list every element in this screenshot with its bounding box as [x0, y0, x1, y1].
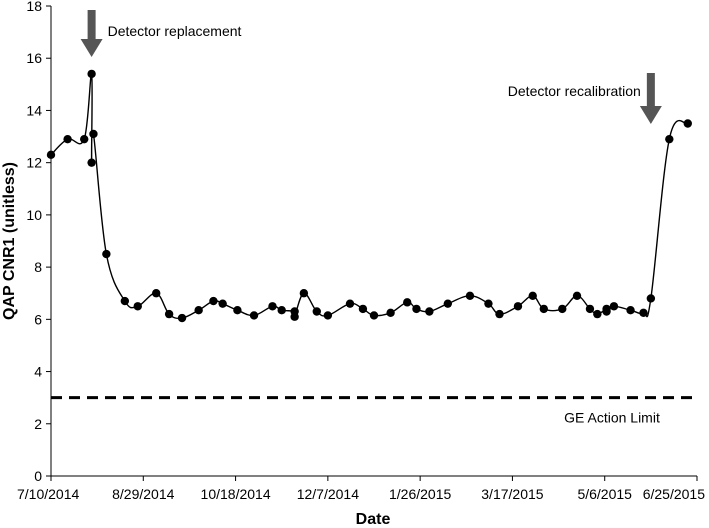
x-tick-label: 5/6/2015 [577, 486, 632, 502]
data-point [102, 249, 111, 259]
data-point [218, 299, 227, 308]
y-tick-label: 2 [34, 416, 42, 432]
reference-lines: GE Action Limit [51, 396, 697, 426]
data-point [425, 307, 434, 316]
x-tick-label: 6/25/2015 [643, 486, 705, 502]
data-point [177, 313, 187, 323]
data-point [194, 305, 203, 315]
data-point [80, 134, 89, 144]
reference-line-label: GE Action Limit [564, 410, 660, 426]
data-point [87, 69, 96, 79]
data-point [312, 307, 321, 316]
data-point [609, 302, 619, 311]
data-point [358, 304, 368, 314]
x-ticks: 7/10/2014 8/29/2014 10/18/2014 12/7/2014 1/2… [17, 476, 705, 502]
x-tick-label: 8/29/2014 [112, 486, 174, 502]
data-point [585, 304, 595, 314]
data-point [299, 289, 309, 298]
y-tick-label: 16 [26, 50, 42, 66]
x-axis-title: Date [356, 511, 391, 528]
data-point [152, 289, 161, 298]
data-point [495, 309, 504, 319]
data-point [323, 311, 333, 320]
y-tick-label: 10 [26, 207, 42, 223]
y-tick-label: 18 [26, 0, 42, 14]
data-point [639, 308, 648, 318]
data-point [87, 158, 96, 167]
data-point [572, 291, 582, 301]
y-tick-label: 4 [34, 364, 42, 380]
y-tick-label: 14 [26, 102, 42, 118]
series-points [46, 69, 692, 323]
data-point [626, 305, 635, 315]
x-tick-label: 3/17/2015 [481, 486, 543, 502]
data-point [646, 294, 656, 303]
x-tick-label: 12/7/2014 [297, 486, 359, 502]
y-tick-label: 0 [34, 468, 42, 484]
data-point [249, 311, 259, 320]
data-point [528, 291, 537, 301]
data-point [345, 299, 355, 308]
data-point [46, 150, 56, 160]
y-tick-label: 12 [26, 155, 42, 171]
series-line [50, 73, 689, 320]
data-point [513, 302, 523, 311]
data-point [558, 304, 567, 314]
data-point [209, 296, 218, 306]
data-point [465, 291, 475, 301]
y-axis-title: QAP CNR1 (unitless) [1, 162, 18, 320]
x-tick-label: 1/26/2015 [389, 486, 451, 502]
data-point [268, 302, 277, 311]
data-point [539, 304, 549, 314]
x-tick-label: 10/18/2014 [201, 486, 271, 502]
data-point [412, 304, 421, 314]
data-point [386, 308, 395, 318]
data-point [602, 307, 611, 316]
data-point [403, 298, 412, 307]
annotation-label: Detector replacement [108, 23, 242, 39]
annotation-arrow-shaft [87, 10, 96, 41]
data-point [233, 305, 242, 315]
data-point [665, 134, 674, 144]
data-point [164, 309, 174, 319]
y-tick-label: 6 [34, 311, 42, 327]
data-point [484, 299, 493, 308]
data-point [593, 309, 602, 319]
data-point [443, 299, 453, 308]
annotation-arrow-shaft [646, 73, 655, 108]
data-point [89, 129, 98, 139]
x-tick-label: 7/10/2014 [17, 486, 79, 502]
down-arrow-icon [639, 106, 662, 124]
annotation-label: Detector recalibration [508, 83, 641, 99]
data-point [683, 119, 692, 128]
plot-area: 0 2 4 6 8 10 12 14 16 18 7/10/2014 8/29/2014 10/18/… [17, 0, 705, 502]
data-point [120, 296, 130, 306]
data-point [63, 134, 72, 144]
data-point [290, 312, 299, 321]
y-ticks: 0 2 4 6 8 10 12 14 16 18 [26, 0, 51, 484]
down-arrow-icon [80, 39, 103, 57]
y-tick-label: 8 [34, 259, 42, 275]
data-point [277, 305, 286, 315]
annotations: Detector replacement Detector recalibrati… [80, 10, 662, 124]
series-lines [50, 73, 689, 320]
data-point [133, 302, 142, 311]
data-point [369, 311, 379, 320]
